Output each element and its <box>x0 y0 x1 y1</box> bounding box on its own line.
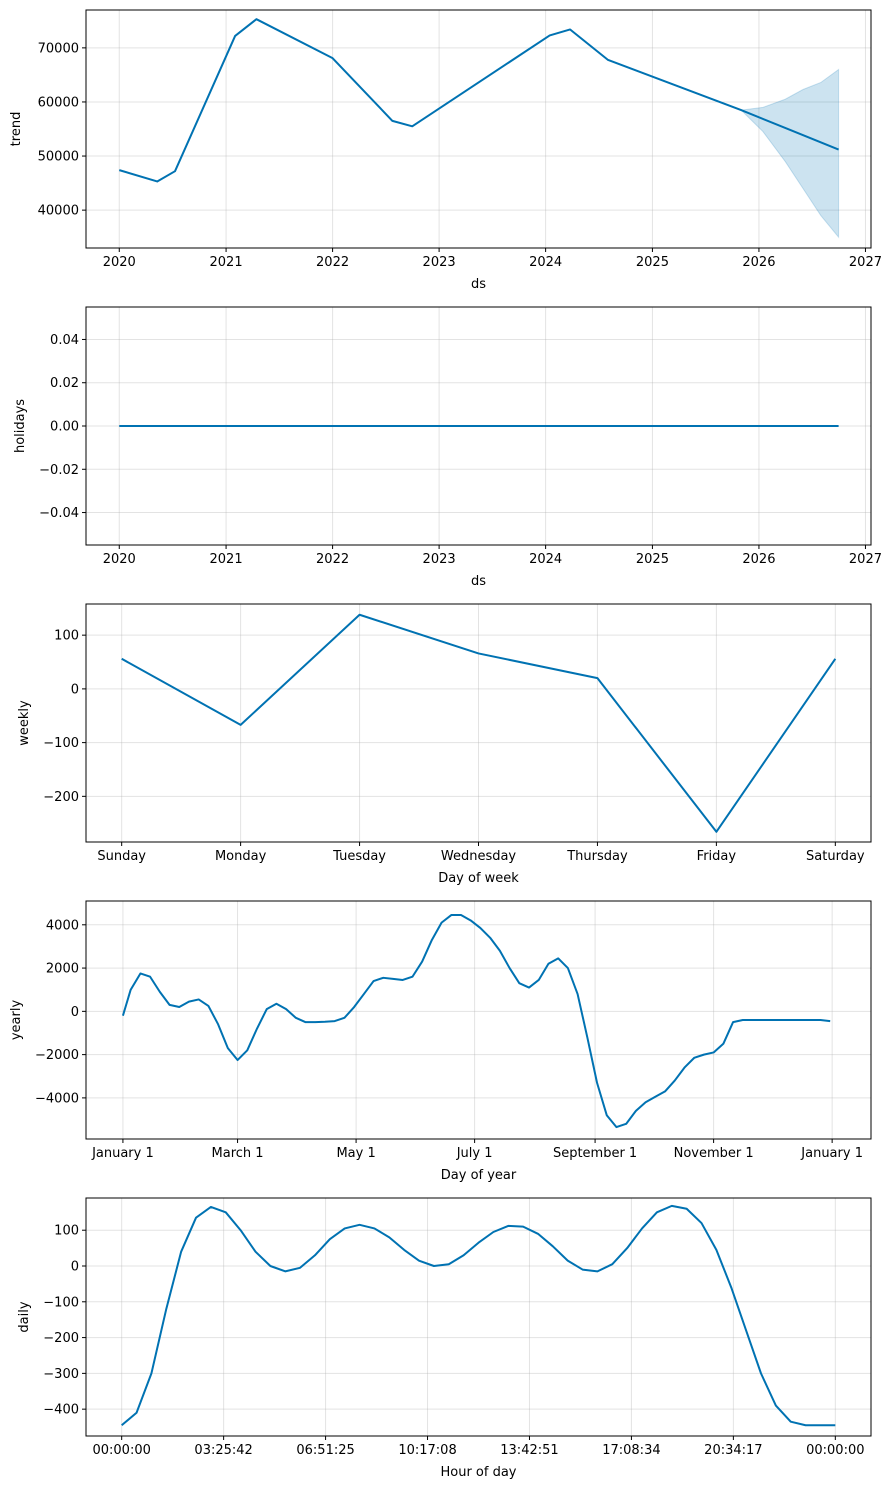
y-tick-label: −4000 <box>35 1091 79 1106</box>
y-tick-label: 0.04 <box>50 333 79 348</box>
axes-frame <box>85 900 872 1140</box>
x-tick-label: March 1 <box>212 1146 264 1161</box>
x-tick-label: September 1 <box>553 1146 637 1161</box>
x-tick-label: 2023 <box>423 552 456 567</box>
y-tick-label: 0 <box>71 682 79 697</box>
x-tick-label: January 1 <box>91 1146 154 1161</box>
y-tick-label: −100 <box>43 736 79 751</box>
x-tick-label: Thursday <box>566 849 628 864</box>
x-tick-label: Wednesday <box>441 849 517 864</box>
x-tick-label: May 1 <box>336 1146 375 1161</box>
x-tick-label: 2021 <box>210 552 243 567</box>
series-line-yearly <box>121 914 831 1129</box>
x-tick-label: 10:17:08 <box>398 1443 456 1458</box>
y-tick-label: 40000 <box>38 204 79 219</box>
y-tick-label: 0.00 <box>50 420 79 435</box>
x-tick-label: 2027 <box>849 552 882 567</box>
x-tick-label: 20:34:17 <box>704 1443 762 1458</box>
y-axis-label: weekly <box>17 700 32 746</box>
x-tick-label: 00:00:00 <box>806 1443 864 1458</box>
chart-panel-daily: 00:00:00 03:25:42 06:51:25 10:17:08 13:42:51… <box>17 1197 872 1480</box>
x-tick-label: 2024 <box>529 552 562 567</box>
y-axis-label: yearly <box>9 1000 24 1041</box>
y-tick-label: −2000 <box>35 1048 79 1063</box>
y-tick-label: 60000 <box>38 95 79 110</box>
y-tick-label: 4000 <box>46 918 79 933</box>
x-tick-label: 13:42:51 <box>500 1443 558 1458</box>
y-axis-label: trend <box>9 112 24 147</box>
y-tick-label: −300 <box>43 1367 79 1382</box>
y-tick-label: −200 <box>43 790 79 805</box>
chart-panel-weekly: Sunday Monday Tuesday Wednesday Thursday Frid… <box>17 603 872 886</box>
axes-frame <box>85 1197 872 1437</box>
x-tick-label: 2020 <box>103 255 136 270</box>
y-tick-label: −0.02 <box>39 463 79 478</box>
x-tick-label: 17:08:34 <box>602 1443 660 1458</box>
x-tick-label: 06:51:25 <box>296 1443 354 1458</box>
y-tick-label: 100 <box>54 1224 79 1239</box>
x-tick-label: 2026 <box>742 255 775 270</box>
series-line-trend <box>118 18 839 183</box>
x-axis-label: Hour of day <box>440 1465 516 1480</box>
x-tick-label: Saturday <box>806 849 865 864</box>
x-tick-label: 2020 <box>103 552 136 567</box>
y-tick-label: 100 <box>54 629 79 644</box>
y-tick-label: −0.04 <box>39 506 79 521</box>
y-tick-label: 2000 <box>46 962 79 977</box>
y-axis-label: holidays <box>13 399 28 453</box>
x-tick-label: January 1 <box>800 1146 863 1161</box>
y-tick-label: −400 <box>43 1403 79 1418</box>
x-axis-label: Day of week <box>438 871 519 886</box>
x-tick-label: 2024 <box>529 255 562 270</box>
y-tick-label: 0.02 <box>50 376 79 391</box>
chart-panel-yearly: January 1 March 1 May 1 July 1 September 1 No… <box>9 900 872 1183</box>
x-tick-label: Monday <box>215 849 267 864</box>
x-axis-label: ds <box>471 277 486 292</box>
x-axis-label: ds <box>471 574 486 589</box>
chart-panel-trend: 2020 2021 2022 2023 2024 2025 2026 2027 40000 500… <box>9 9 882 292</box>
x-tick-label: November 1 <box>674 1146 754 1161</box>
axes-frame <box>85 9 872 249</box>
x-tick-label: 2022 <box>316 552 349 567</box>
y-tick-label: 0 <box>71 1260 79 1275</box>
y-tick-label: −100 <box>43 1295 79 1310</box>
y-tick-label: 0 <box>71 1005 79 1020</box>
x-tick-label: Friday <box>697 849 737 864</box>
uncertainty-band <box>740 68 840 239</box>
x-tick-label: Tuesday <box>332 849 386 864</box>
x-tick-label: 2025 <box>636 552 669 567</box>
x-tick-label: 03:25:42 <box>194 1443 252 1458</box>
x-tick-label: July 1 <box>456 1146 493 1161</box>
x-tick-label: 00:00:00 <box>92 1443 150 1458</box>
x-axis-label: Day of year <box>441 1168 517 1183</box>
x-tick-label: 2026 <box>742 552 775 567</box>
y-tick-label: 70000 <box>38 41 79 56</box>
series-line-weekly <box>121 613 837 833</box>
x-tick-label: 2023 <box>423 255 456 270</box>
y-tick-label: 50000 <box>38 150 79 165</box>
x-tick-label: 2027 <box>849 255 882 270</box>
x-tick-label: Sunday <box>97 849 146 864</box>
y-tick-label: −200 <box>43 1331 79 1346</box>
x-tick-label: 2025 <box>636 255 669 270</box>
x-tick-label: 2021 <box>210 255 243 270</box>
y-axis-label: daily <box>17 1301 32 1332</box>
series-line-daily <box>121 1204 836 1427</box>
chart-panel-holidays: 2020 2021 2022 2023 2024 2025 2026 2027 −0.04 −0.… <box>13 306 882 589</box>
x-tick-label: 2022 <box>316 255 349 270</box>
